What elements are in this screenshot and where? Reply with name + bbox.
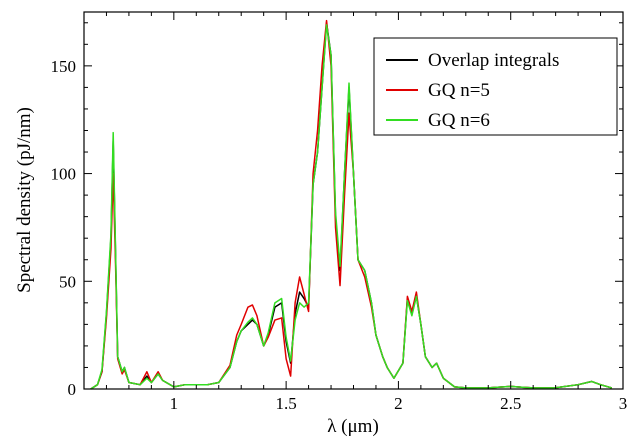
y-axis-title: Spectral density (pJ/nm)	[14, 107, 35, 293]
legend: Overlap integrals GQ n=5 GQ n=6	[373, 37, 618, 136]
legend-box	[373, 37, 618, 136]
x-tick-label: 2.5	[500, 394, 521, 413]
x-axis-title: λ (μm)	[327, 416, 379, 437]
series-line-3	[90, 24, 612, 390]
y-tick-label: 100	[51, 165, 77, 184]
legend-items: Overlap integrals GQ n=5 GQ n=6	[386, 50, 559, 131]
y-tick-label: 50	[59, 272, 76, 291]
x-tick-label: 3	[619, 394, 628, 413]
y-tick-label: 0	[68, 380, 77, 399]
plot-series-group	[90, 19, 612, 390]
legend-label-3: GQ n=6	[428, 110, 490, 131]
x-tick-label: 2	[394, 394, 403, 413]
legend-label-1: Overlap integrals	[428, 50, 559, 71]
x-tick-label: 1.5	[276, 394, 297, 413]
legend-label-2: GQ n=5	[428, 80, 490, 101]
y-tick-label: 150	[51, 57, 77, 76]
axis-ticks	[83, 12, 624, 390]
x-tick-label: 1	[170, 394, 179, 413]
axis-tick-labels: 1 1.5 2 2.5 3 0 50 100 150	[51, 57, 628, 413]
